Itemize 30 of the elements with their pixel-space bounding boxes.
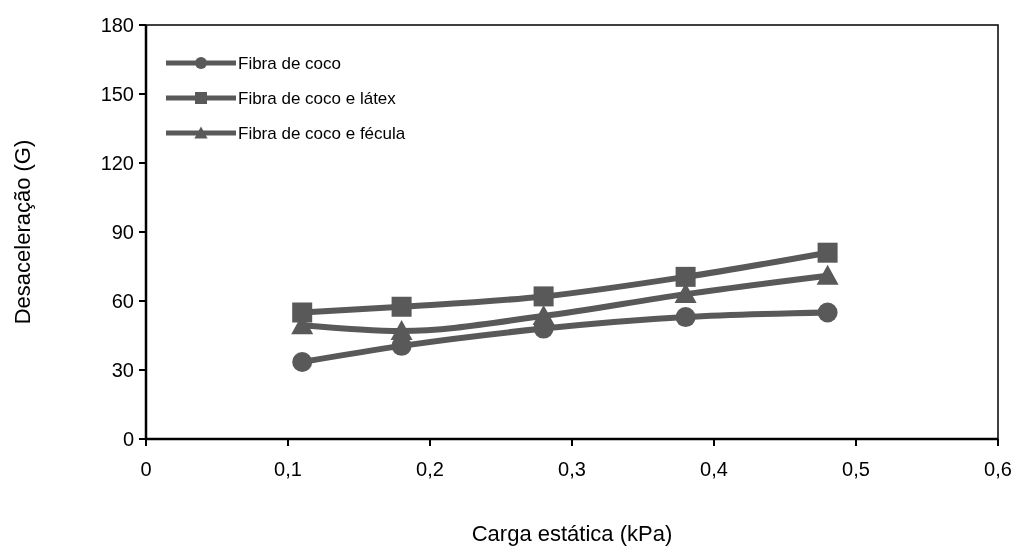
y-tick-label: 150 — [100, 83, 134, 105]
y-tick-label: 0 — [122, 428, 134, 450]
point — [674, 283, 697, 304]
point — [817, 242, 838, 263]
point — [533, 286, 554, 307]
y-axis-title: Desaceleração (G) — [10, 139, 35, 325]
point — [390, 319, 413, 340]
point — [532, 304, 555, 325]
point — [817, 302, 838, 323]
point — [675, 307, 696, 328]
x-tick-label: 0,5 — [842, 458, 870, 480]
y-tick-label: 30 — [111, 359, 134, 381]
y-tick-label: 180 — [100, 14, 134, 36]
point — [675, 266, 696, 287]
legend-label: Fibra de coco e látex — [238, 89, 397, 108]
point — [292, 351, 313, 372]
x-tick-label: 0,6 — [984, 458, 1012, 480]
x-tick-label: 0,3 — [558, 458, 586, 480]
x-tick-label: 0 — [140, 458, 152, 480]
point — [391, 296, 412, 317]
legend-label: Fibra de coco e fécula — [238, 124, 406, 143]
x-axis-title: Carga estática (kPa) — [471, 521, 673, 546]
x-tick-label: 0,2 — [416, 458, 444, 480]
point — [816, 264, 839, 285]
y-tick-label: 60 — [111, 290, 134, 312]
legend-label: Fibra de coco — [238, 54, 341, 73]
x-tick-label: 0,1 — [274, 458, 302, 480]
y-tick-label: 120 — [100, 152, 134, 174]
y-tick-label: 90 — [111, 221, 134, 243]
x-tick-label: 0,4 — [700, 458, 728, 480]
